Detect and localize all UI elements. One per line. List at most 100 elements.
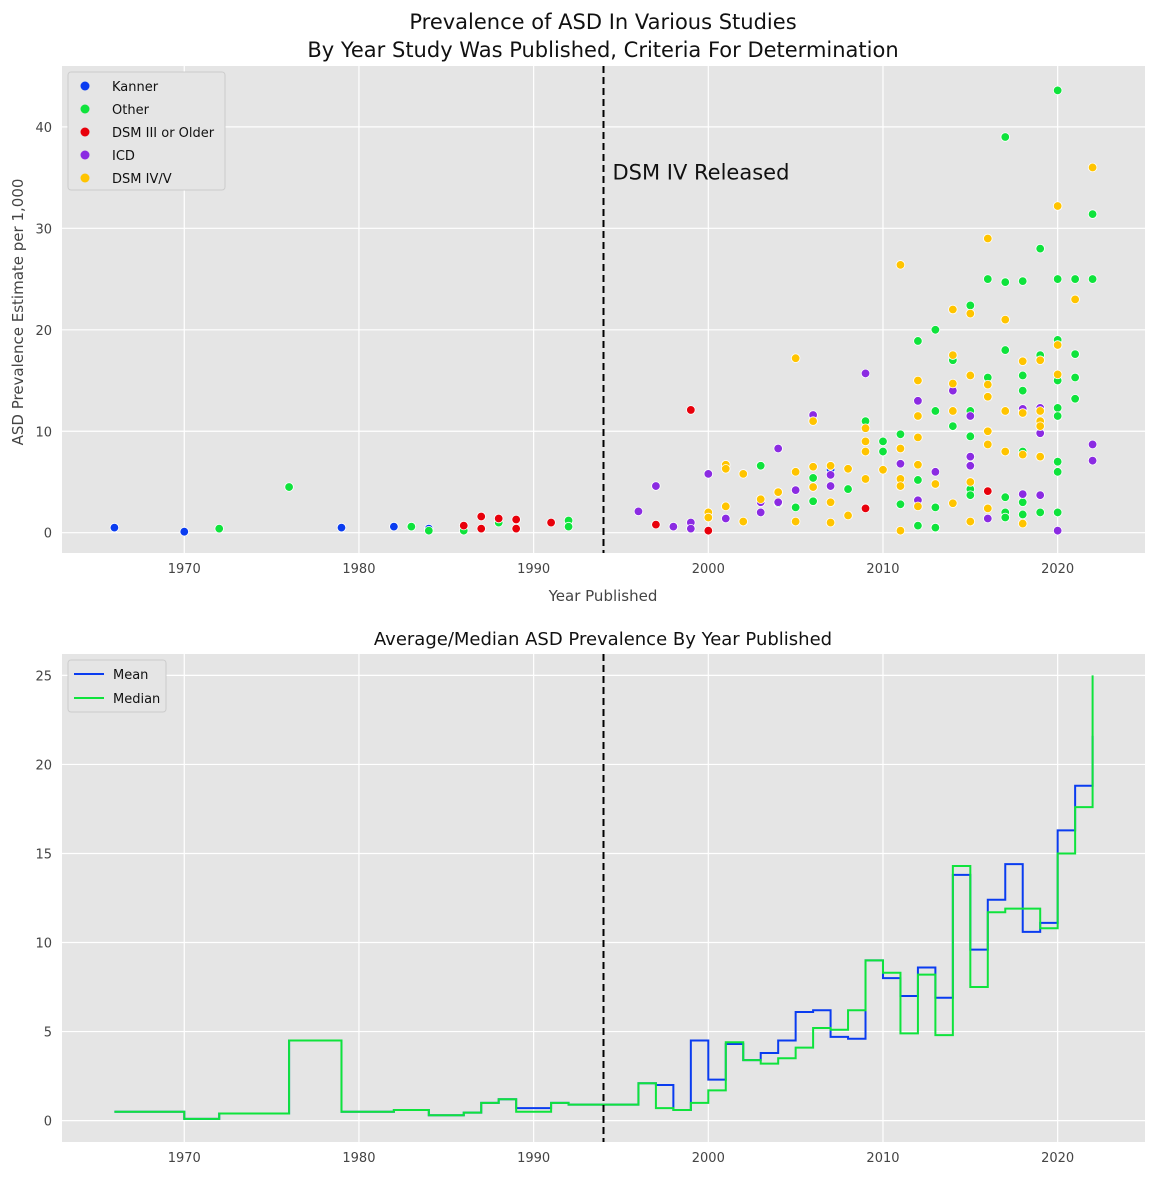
point-icd xyxy=(965,451,976,462)
point-icd xyxy=(790,485,801,495)
point-dsm45 xyxy=(1052,201,1063,211)
point-dsm45 xyxy=(965,477,976,487)
point-dsm45 xyxy=(703,512,714,523)
point-dsm45 xyxy=(1070,294,1080,305)
point-dsm45 xyxy=(1035,451,1045,462)
point-dsm45 xyxy=(843,510,853,521)
point-icd xyxy=(983,513,993,524)
point-dsm45 xyxy=(930,479,941,489)
point-icd xyxy=(651,481,661,491)
point-icd xyxy=(773,443,783,454)
point-dsm3 xyxy=(703,525,714,536)
scatter-y-ticks: 0 10 20 30 40 xyxy=(35,121,52,542)
point-other xyxy=(808,496,818,506)
legend-marker-dsm3 xyxy=(80,127,90,137)
point-dsm45 xyxy=(808,482,818,492)
point-other xyxy=(1070,372,1080,383)
point-other xyxy=(913,475,923,485)
point-dsm45 xyxy=(1035,406,1045,416)
point-other xyxy=(1087,274,1098,284)
scatter-chart: Prevalence of ASD In Various Studies By … xyxy=(9,10,1145,605)
point-dsm45 xyxy=(1035,421,1045,431)
point-icd xyxy=(721,513,731,524)
y-tick-label: 20 xyxy=(35,324,52,339)
x-tick-label: 1990 xyxy=(517,1151,550,1166)
point-other xyxy=(424,525,434,536)
point-icd xyxy=(686,523,696,534)
point-dsm45 xyxy=(948,304,958,315)
point-dsm45 xyxy=(1018,449,1028,460)
point-other xyxy=(930,522,941,533)
point-other xyxy=(913,336,923,346)
point-dsm45 xyxy=(860,474,871,484)
legend-marker-icd xyxy=(80,150,90,160)
point-dsm45 xyxy=(878,465,888,475)
point-icd xyxy=(825,470,836,480)
point-other xyxy=(284,482,294,492)
point-other xyxy=(1087,209,1098,219)
point-dsm3 xyxy=(459,520,469,531)
point-other xyxy=(948,421,958,431)
y-tick-label: 15 xyxy=(35,847,52,862)
step-y-ticks: 0 5 10 15 20 25 xyxy=(35,669,52,1129)
point-dsm45 xyxy=(790,516,801,527)
point-icd xyxy=(668,521,679,532)
point-dsm45 xyxy=(895,443,906,454)
point-dsm45 xyxy=(965,516,976,527)
x-tick-label: 2000 xyxy=(692,562,725,577)
scatter-legend: Kanner Other DSM III or Older ICD DSM IV… xyxy=(67,71,226,191)
point-icd xyxy=(860,368,871,379)
point-other xyxy=(1018,497,1028,507)
point-icd xyxy=(965,461,976,471)
point-dsm3 xyxy=(651,519,661,530)
x-tick-label: 2010 xyxy=(866,562,899,577)
point-other xyxy=(983,274,993,284)
point-other xyxy=(1018,276,1028,286)
step-legend: Mean Median xyxy=(67,659,167,713)
point-icd xyxy=(1087,439,1098,450)
scatter-title-line2: By Year Study Was Published, Criteria Fo… xyxy=(307,38,898,62)
point-dsm45 xyxy=(808,462,818,472)
point-dsm45 xyxy=(948,378,958,389)
point-other xyxy=(1070,274,1080,284)
point-dsm3 xyxy=(511,514,521,525)
point-dsm45 xyxy=(773,487,783,497)
point-dsm3 xyxy=(983,486,993,496)
point-icd xyxy=(1018,489,1028,499)
point-other xyxy=(913,520,923,531)
median-step-line xyxy=(114,675,1094,1120)
y-tick-label: 0 xyxy=(44,1115,52,1130)
step-x-ticks: 1970 1980 1990 2000 2010 2020 xyxy=(168,1151,1074,1166)
legend-label-mean: Mean xyxy=(113,668,148,683)
point-dsm45 xyxy=(1018,408,1028,418)
point-other xyxy=(1000,492,1010,502)
point-dsm3 xyxy=(686,405,696,415)
point-dsm45 xyxy=(738,516,748,527)
point-other xyxy=(1052,411,1063,421)
legend-marker-dsm45 xyxy=(80,173,90,183)
point-other xyxy=(1000,277,1010,287)
point-icd xyxy=(1052,525,1063,536)
point-other xyxy=(1000,132,1010,142)
point-other xyxy=(1035,243,1045,254)
scatter-title-line1: Prevalence of ASD In Various Studies xyxy=(409,10,796,34)
point-dsm45 xyxy=(983,233,993,244)
point-dsm45 xyxy=(843,464,853,474)
point-dsm45 xyxy=(825,497,836,507)
point-dsm45 xyxy=(913,432,923,443)
point-kanner xyxy=(109,522,120,533)
point-other xyxy=(563,521,574,532)
point-dsm45 xyxy=(895,481,906,491)
point-other xyxy=(1070,394,1080,404)
point-dsm45 xyxy=(965,370,976,381)
y-tick-label: 5 xyxy=(44,1026,52,1041)
legend-label-kanner: Kanner xyxy=(112,80,159,95)
x-tick-label: 2020 xyxy=(1041,562,1074,577)
x-tick-label: 1990 xyxy=(517,562,550,577)
point-dsm3 xyxy=(511,523,521,534)
point-dsm45 xyxy=(913,501,923,512)
point-dsm45 xyxy=(1052,340,1063,350)
point-other xyxy=(1052,456,1063,467)
scatter-x-axis-label: Year Published xyxy=(548,587,658,605)
point-dsm45 xyxy=(860,436,871,447)
